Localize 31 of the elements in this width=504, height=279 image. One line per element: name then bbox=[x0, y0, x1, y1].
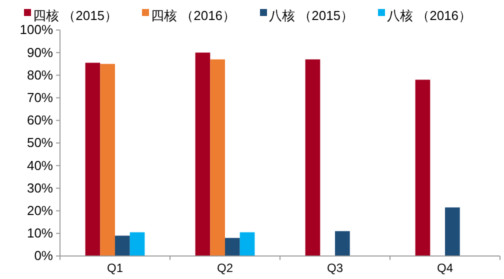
bar bbox=[240, 232, 255, 256]
bar bbox=[335, 231, 350, 256]
legend-label: 八核 （2016） bbox=[387, 8, 472, 23]
bar bbox=[225, 238, 240, 256]
y-tick-label: 0% bbox=[34, 248, 54, 264]
x-tick-label: Q2 bbox=[216, 261, 234, 276]
x-tick-label: Q1 bbox=[106, 261, 124, 276]
legend-label: 八核 （2015） bbox=[269, 8, 354, 23]
y-tick-label: 100% bbox=[20, 22, 54, 38]
y-tick-label: 20% bbox=[26, 202, 54, 218]
y-tick-label: 30% bbox=[26, 180, 54, 196]
bar bbox=[415, 80, 430, 256]
bar bbox=[85, 62, 100, 256]
y-tick-label: 90% bbox=[26, 44, 54, 60]
bar bbox=[445, 207, 460, 256]
y-tick-label: 70% bbox=[26, 90, 54, 105]
y-tick-label: 60% bbox=[26, 112, 54, 128]
x-tick-label: Q4 bbox=[436, 261, 454, 276]
bar bbox=[210, 59, 225, 256]
legend-label: 四核 （2015） bbox=[33, 8, 118, 23]
bar bbox=[115, 236, 130, 256]
bar bbox=[130, 232, 145, 256]
bar bbox=[195, 52, 210, 256]
y-tick-label: 10% bbox=[26, 226, 54, 241]
x-tick-label: Q3 bbox=[326, 261, 344, 276]
legend-label: 四核 （2016） bbox=[151, 8, 236, 23]
bar bbox=[100, 64, 115, 256]
y-tick-label: 40% bbox=[26, 158, 54, 173]
y-tick-label: 50% bbox=[26, 135, 54, 150]
bar bbox=[305, 59, 320, 256]
y-tick-label: 80% bbox=[26, 67, 54, 82]
